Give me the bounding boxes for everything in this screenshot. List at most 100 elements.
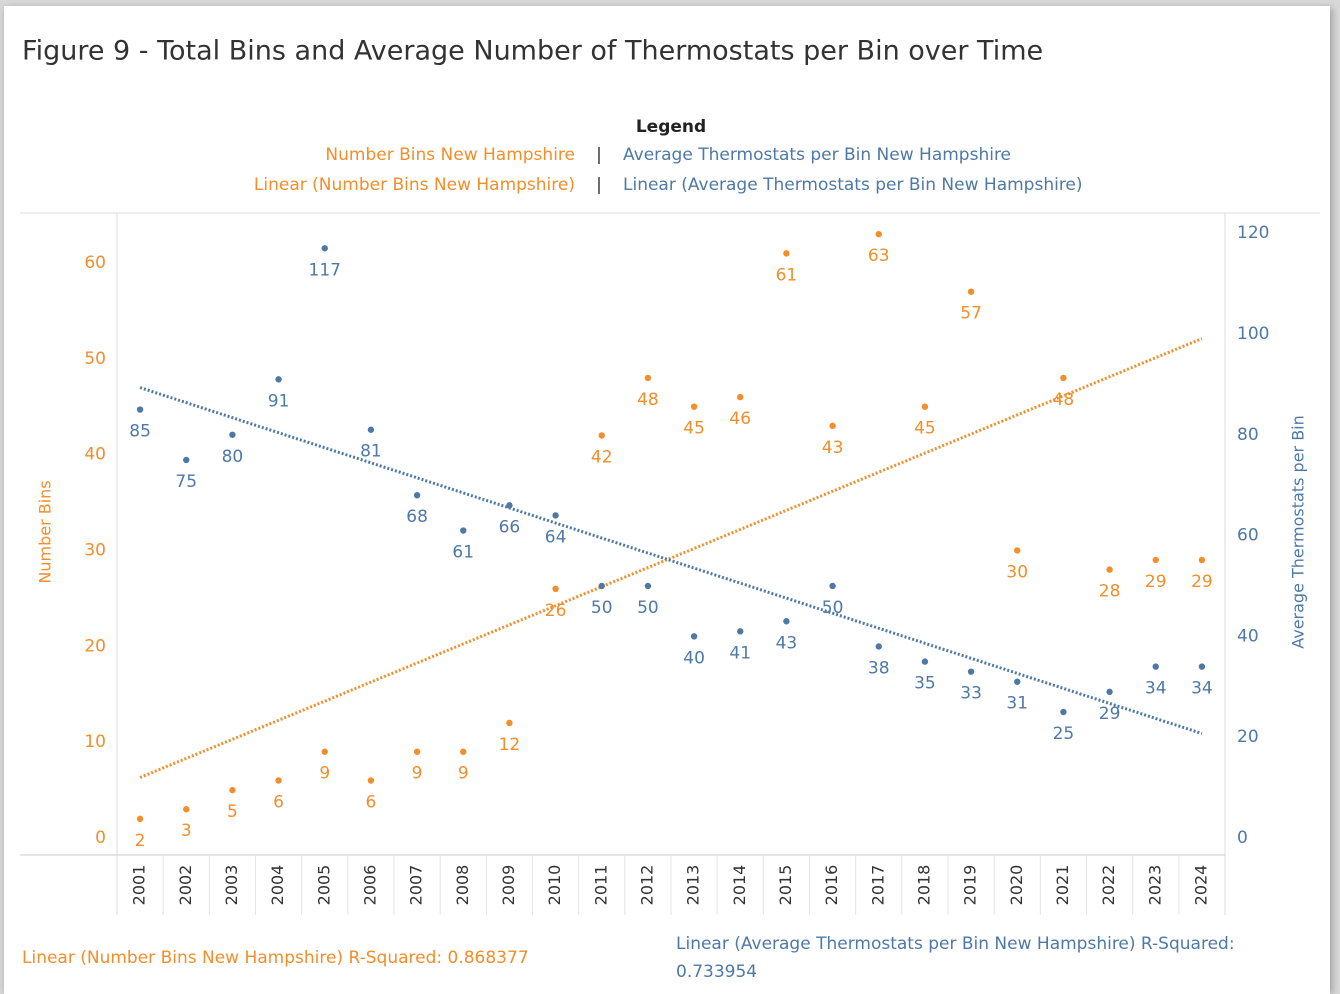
point — [136, 815, 144, 823]
data-label: 45 — [914, 419, 936, 439]
annotation-box: Linear (Average Thermostats per Bin New … — [676, 934, 1235, 982]
data-label: 91 — [268, 391, 290, 411]
point — [783, 250, 790, 257]
point — [460, 527, 467, 534]
data-label: 42 — [591, 447, 613, 467]
data-label: 29 — [1099, 704, 1121, 724]
data-label: 68 — [406, 507, 428, 527]
x-tick-label: 2011 — [591, 865, 610, 906]
y-tick-label: 40 — [84, 445, 106, 465]
point — [690, 633, 698, 640]
legend-separator: | — [596, 175, 602, 195]
card — [4, 6, 1330, 994]
data-label: 85 — [129, 422, 151, 442]
legend-title: Legend — [636, 117, 706, 137]
y-tick-label: 10 — [84, 732, 106, 752]
point — [1060, 708, 1067, 716]
point — [598, 432, 605, 439]
legend-entry: Linear (Average Thermostats per Bin New … — [623, 175, 1083, 195]
point — [1198, 556, 1206, 564]
data-label: 63 — [868, 246, 890, 266]
point — [1198, 663, 1206, 670]
point — [829, 582, 836, 590]
x-tick-label: 2022 — [1099, 865, 1118, 906]
data-label: 38 — [868, 658, 890, 678]
point — [552, 585, 559, 592]
annotation: Linear (Average Thermostats per Bin New … — [676, 934, 1235, 982]
data-label: 29 — [1145, 572, 1167, 592]
x-tick-label: 2012 — [637, 865, 656, 906]
y-tick-label: 30 — [84, 540, 106, 560]
point — [506, 719, 513, 727]
x-tick-label: 2020 — [1007, 865, 1026, 906]
data-label: 81 — [360, 442, 382, 462]
data-label: 50 — [822, 598, 844, 618]
x-tick-label: 2010 — [545, 865, 564, 906]
point — [921, 403, 929, 410]
x-tick-label: 2024 — [1191, 865, 1210, 906]
x-tick-label: 2016 — [822, 865, 841, 906]
x-tick-label: 2015 — [776, 865, 795, 906]
point — [1060, 374, 1067, 382]
data-label: 3 — [181, 821, 192, 841]
y2-tick-label: 20 — [1237, 727, 1259, 747]
x-tick-label: 2004 — [268, 865, 287, 906]
point — [921, 658, 929, 665]
x-tick-label: 2017 — [868, 865, 887, 906]
data-label: 28 — [1099, 582, 1121, 602]
point — [183, 806, 190, 813]
chart-title: Figure 9 - Total Bins and Average Number… — [22, 36, 1043, 67]
x-tick-label: 2013 — [684, 865, 703, 906]
x-tick-label: 2006 — [360, 865, 379, 906]
point — [967, 668, 975, 675]
point — [967, 288, 975, 295]
data-label: 45 — [683, 419, 705, 439]
x-tick-label: 2014 — [730, 865, 749, 906]
data-label: 34 — [1145, 679, 1167, 699]
point — [460, 748, 467, 755]
point — [1152, 556, 1159, 564]
y-tick-label: 20 — [84, 636, 106, 656]
data-label: 41 — [729, 643, 751, 663]
x-tick-label: 2021 — [1053, 865, 1072, 906]
data-label: 2 — [135, 831, 146, 851]
y2-tick-label: 100 — [1237, 324, 1269, 344]
point — [1014, 678, 1021, 685]
legend-separator: | — [596, 145, 602, 165]
data-label: 12 — [499, 735, 521, 755]
data-label: 5 — [227, 802, 238, 822]
x-tick-label: 2007 — [407, 865, 426, 906]
data-label: 33 — [960, 684, 982, 704]
legend-entry: Number Bins New Hampshire — [325, 145, 575, 165]
point — [413, 492, 421, 499]
data-label: 6 — [366, 792, 377, 812]
point — [275, 376, 282, 383]
data-label: 26 — [545, 601, 567, 621]
data-label: 25 — [1053, 724, 1075, 744]
data-label: 61 — [776, 265, 798, 285]
trend-line — [139, 337, 1203, 779]
x-tick-label: 2003 — [222, 865, 241, 906]
point — [1014, 547, 1021, 554]
x-tick-label: 2023 — [1145, 865, 1164, 906]
point — [737, 628, 744, 635]
x-tick-label: 2005 — [314, 865, 333, 906]
data-label: 50 — [637, 598, 659, 618]
point — [506, 502, 513, 509]
y-tick-label: 60 — [84, 253, 106, 273]
legend-entry: Linear (Number Bins New Hampshire) — [254, 175, 575, 195]
point — [644, 374, 652, 382]
y-axis-label: Number Bins — [36, 480, 55, 583]
x-tick-label: 2018 — [914, 865, 933, 906]
point — [552, 512, 559, 519]
point — [829, 422, 836, 430]
data-label: 64 — [545, 527, 567, 547]
data-label: 43 — [776, 633, 798, 653]
data-label: 80 — [222, 447, 244, 467]
data-label: 9 — [458, 764, 469, 784]
data-label: 57 — [960, 304, 982, 324]
data-label: 117 — [309, 260, 341, 280]
point — [737, 393, 744, 401]
point — [229, 431, 236, 438]
data-label: 6 — [273, 792, 284, 812]
